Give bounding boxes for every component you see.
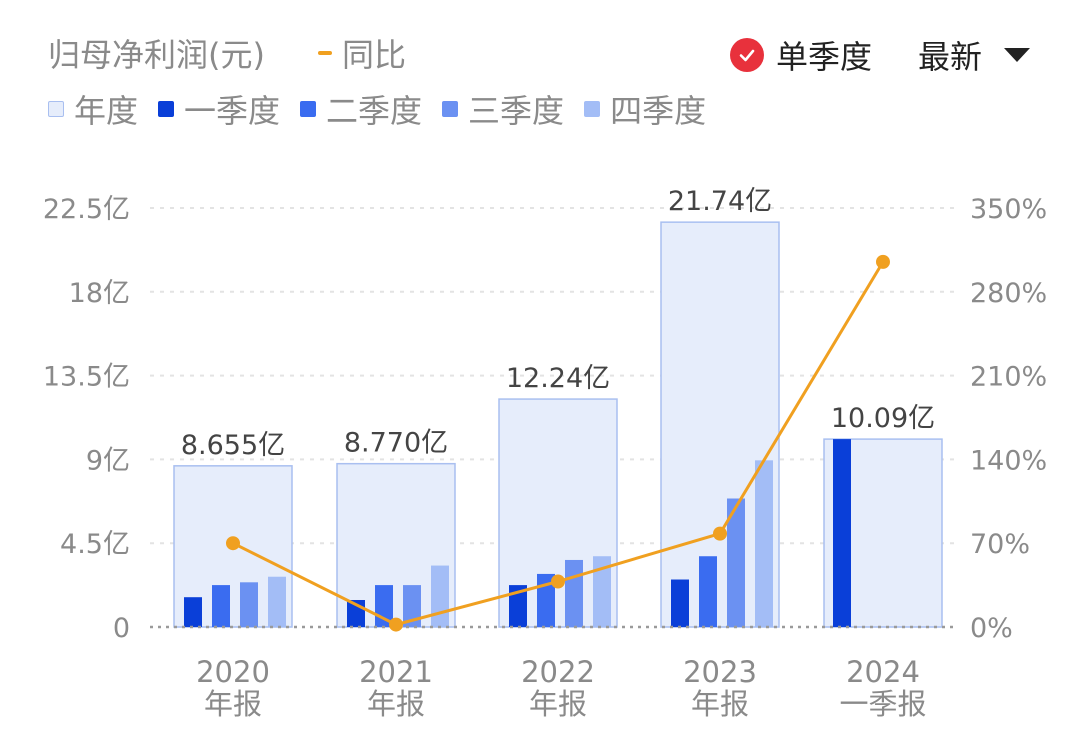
x-axis-period-label: 年报	[691, 687, 749, 721]
yoy-legend-label: 同比	[342, 36, 407, 74]
quarter-bar	[431, 565, 449, 627]
quarter-bar	[240, 582, 258, 627]
quarter-bar	[699, 556, 717, 627]
annual-value-label: 8.655亿	[181, 430, 285, 461]
yoy-point	[551, 574, 565, 589]
chart-title: 归母净利润(元)	[48, 36, 265, 74]
annual-value-label: 8.770亿	[344, 428, 448, 459]
quarter-bar	[755, 460, 773, 627]
x-axis-period-label: 年报	[367, 687, 425, 721]
x-axis-year-label: 2021	[359, 655, 433, 689]
left-axis-tick-label: 18亿	[69, 278, 130, 309]
legend-label: 四季度	[610, 92, 707, 130]
right-axis-tick-label: 280%	[970, 278, 1047, 309]
left-axis-tick-label: 13.5亿	[43, 362, 130, 393]
left-axis-tick-label: 22.5亿	[43, 194, 130, 225]
quarter-bar	[184, 597, 202, 627]
legend-swatch	[442, 101, 459, 117]
right-axis-tick-label: 0%	[970, 613, 1013, 644]
legend-label: 一季度	[184, 92, 281, 130]
chevron-down-icon	[1004, 48, 1031, 62]
yoy-point	[226, 536, 240, 551]
right-axis-tick-label: 350%	[970, 194, 1047, 225]
yoy-point	[713, 526, 727, 541]
x-axis-year-label: 2022	[521, 655, 595, 689]
legend-item-q3[interactable]: 三季度	[442, 86, 564, 132]
right-axis-tick-label: 210%	[970, 362, 1047, 393]
right-axis-tick-label: 140%	[970, 445, 1047, 476]
x-axis-year-label: 2020	[196, 655, 270, 689]
single-quarter-label: 单季度	[776, 38, 873, 76]
single-quarter-toggle[interactable]: 单季度	[730, 32, 872, 78]
latest-label: 最新	[918, 38, 983, 76]
legend-item-q1[interactable]: 一季度	[158, 86, 280, 132]
yoy-legend[interactable]: 同比	[318, 30, 406, 76]
yoy-point	[389, 617, 403, 632]
x-axis-period-label: 一季报	[839, 687, 926, 721]
x-axis-year-label: 2023	[683, 655, 757, 689]
quarter-bar	[212, 585, 230, 627]
legend-swatch	[300, 101, 317, 117]
quarter-bar	[509, 585, 527, 627]
legend-swatch	[584, 101, 601, 117]
quarter-bar	[833, 439, 851, 627]
left-axis-tick-label: 9亿	[86, 445, 130, 476]
quarter-bar	[727, 498, 745, 627]
legend-item-annual[interactable]: 年度	[48, 86, 138, 132]
legend-swatch	[48, 101, 64, 117]
yoy-point	[876, 254, 890, 269]
x-axis-period-label: 年报	[529, 687, 587, 721]
quarter-bar	[671, 579, 689, 627]
legend-item-q2[interactable]: 二季度	[300, 86, 422, 132]
legend-label: 三季度	[468, 92, 565, 130]
quarter-bar	[565, 559, 583, 627]
quarter-bar	[268, 576, 286, 627]
left-axis-tick-label: 4.5亿	[60, 529, 130, 560]
x-axis-year-label: 2024	[846, 655, 920, 689]
legend-item-q4[interactable]: 四季度	[584, 86, 706, 132]
quarter-bar	[403, 585, 421, 627]
x-axis-period-label: 年报	[204, 687, 262, 721]
yoy-line-swatch	[318, 51, 332, 55]
quarter-bar	[593, 556, 611, 627]
check-icon	[730, 38, 764, 72]
annual-value-label: 10.09亿	[831, 403, 935, 434]
legend-swatch	[158, 101, 175, 117]
right-axis-tick-label: 70%	[970, 529, 1030, 560]
legend: 年度 一季度 二季度 三季度 四季度	[48, 86, 726, 132]
legend-label: 二季度	[326, 92, 423, 130]
annual-value-label: 12.24亿	[506, 363, 610, 394]
latest-dropdown[interactable]: 最新	[918, 32, 1031, 78]
annual-value-label: 21.74亿	[668, 186, 772, 217]
legend-label: 年度	[74, 92, 139, 130]
left-axis-tick-label: 0	[113, 613, 130, 644]
